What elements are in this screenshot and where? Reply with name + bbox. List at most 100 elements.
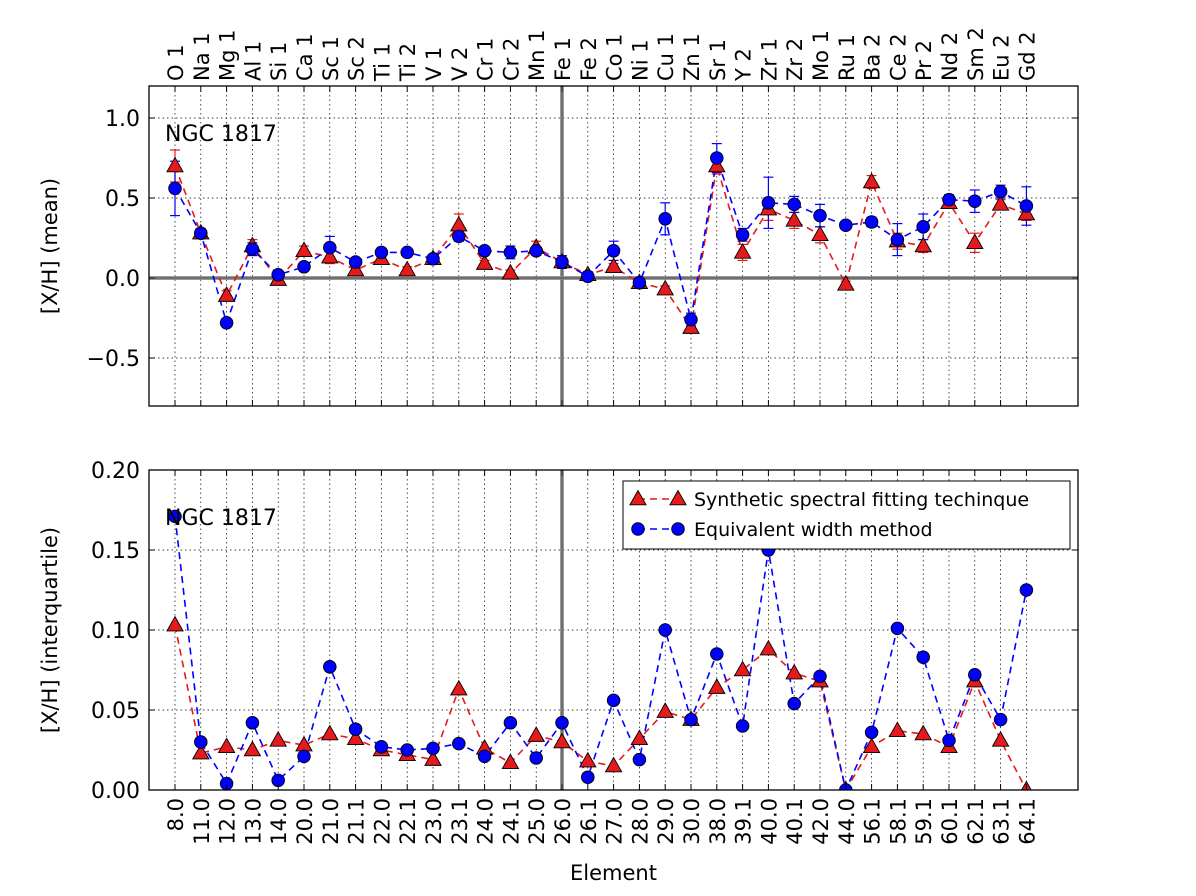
data-point-circle bbox=[632, 752, 647, 767]
data-point-triangle bbox=[759, 639, 778, 656]
cluster-annotation: NGC 1817 bbox=[165, 506, 277, 531]
data-point-circle bbox=[864, 725, 879, 740]
data-point-triangle bbox=[449, 679, 468, 696]
y-tick-label: 0.0 bbox=[105, 267, 140, 292]
x-tick-label: 22.0 bbox=[370, 798, 394, 845]
data-point-circle bbox=[452, 736, 466, 751]
x-tick-label: 20.0 bbox=[293, 798, 317, 845]
data-point-circle bbox=[968, 194, 982, 208]
top-element-label: Sc 2 bbox=[345, 36, 369, 81]
x-tick-label: 23.0 bbox=[422, 798, 446, 845]
data-point-circle bbox=[297, 260, 311, 274]
data-point-circle bbox=[993, 184, 1008, 199]
data-point-circle bbox=[735, 228, 750, 242]
data-point-triangle bbox=[604, 756, 623, 773]
x-tick-label: 56.1 bbox=[861, 798, 885, 845]
x-tick-label: 29.0 bbox=[654, 798, 678, 845]
data-point-circle bbox=[555, 255, 569, 269]
data-point-triangle bbox=[269, 730, 288, 747]
data-point-circle bbox=[787, 197, 801, 212]
data-point-circle bbox=[916, 220, 930, 234]
data-point-triangle bbox=[836, 274, 855, 291]
data-point-circle bbox=[477, 749, 492, 764]
data-point-triangle bbox=[785, 663, 804, 680]
top-element-label: Ba 2 bbox=[861, 34, 885, 81]
data-point-circle bbox=[890, 621, 905, 636]
data-point-triangle bbox=[217, 286, 236, 302]
legend-marker-circle bbox=[631, 522, 645, 536]
x-tick-label: 23.1 bbox=[448, 798, 472, 845]
x-tick-label: 22.1 bbox=[396, 798, 420, 845]
top-element-label: Gd 2 bbox=[1015, 31, 1039, 81]
data-point-triangle bbox=[578, 751, 597, 768]
data-point-triangle bbox=[914, 724, 933, 741]
y-axis-label: [X/H] (mean) bbox=[38, 178, 62, 314]
data-point-triangle bbox=[424, 750, 442, 766]
data-point-circle bbox=[735, 719, 750, 733]
data-point-triangle bbox=[914, 236, 933, 253]
legend: Synthetic spectral fitting techinque Equi… bbox=[622, 480, 1071, 550]
data-point-circle bbox=[194, 226, 208, 240]
y-tick-label: 0.10 bbox=[91, 619, 140, 644]
x-tick-label: 30.0 bbox=[680, 798, 704, 845]
data-point-triangle bbox=[604, 257, 623, 274]
x-tick-label: 26.0 bbox=[551, 798, 575, 845]
data-point-circle bbox=[942, 192, 956, 207]
data-point-triangle bbox=[888, 721, 907, 738]
data-point-triangle bbox=[527, 726, 546, 742]
data-point-triangle bbox=[991, 194, 1010, 211]
data-point-circle bbox=[864, 215, 879, 229]
data-point-circle bbox=[426, 252, 440, 266]
x-tick-label: 44.0 bbox=[835, 798, 859, 845]
data-point-circle bbox=[710, 647, 724, 661]
data-point-circle bbox=[168, 509, 182, 524]
data-point-circle bbox=[839, 218, 853, 232]
top-element-label: Pr 2 bbox=[912, 40, 936, 81]
data-point-circle bbox=[1019, 583, 1034, 597]
top-element-label: Sc 1 bbox=[319, 36, 343, 81]
top-element-label: Cr 1 bbox=[474, 38, 498, 81]
data-point-triangle bbox=[501, 263, 520, 280]
data-point-circle bbox=[890, 232, 905, 247]
data-point-circle bbox=[374, 245, 389, 260]
series-line-synthetic bbox=[174, 625, 1028, 790]
data-point-circle bbox=[529, 751, 543, 765]
top-element-label: Mo 1 bbox=[809, 30, 833, 81]
x-tick-label: 38.0 bbox=[706, 798, 730, 845]
data-point-triangle bbox=[656, 702, 675, 718]
top-element-label: Cr 2 bbox=[499, 38, 523, 81]
top-element-label: Sr 1 bbox=[706, 39, 730, 81]
x-tick-label: 60.1 bbox=[938, 798, 962, 845]
data-point-circle bbox=[477, 244, 492, 258]
data-point-triangle bbox=[991, 730, 1010, 747]
top-element-label: Mg 1 bbox=[216, 30, 240, 82]
data-point-triangle bbox=[733, 660, 752, 677]
top-element-label: Ca 1 bbox=[293, 33, 317, 81]
y-tick-label: 0.15 bbox=[91, 539, 140, 564]
data-point-circle bbox=[916, 650, 930, 664]
data-point-circle bbox=[581, 269, 595, 284]
data-point-triangle bbox=[166, 615, 184, 632]
legend-label: Synthetic spectral fitting techinque bbox=[694, 489, 1029, 511]
top-element-label: Ce 2 bbox=[886, 33, 910, 81]
data-point-circle bbox=[993, 712, 1008, 727]
data-point-circle bbox=[297, 749, 311, 764]
data-point-triangle bbox=[785, 210, 804, 227]
panel-interquartile: 0.00 0.05 0.10 0.15 0.20 [X/H] (interquartile… bbox=[38, 459, 1079, 885]
data-point-circle bbox=[452, 229, 466, 244]
legend-box bbox=[622, 480, 1071, 550]
x-tick-label: 26.1 bbox=[577, 798, 601, 845]
data-point-circle bbox=[1019, 199, 1034, 213]
top-element-label: Fe 1 bbox=[551, 37, 575, 81]
data-point-circle bbox=[787, 696, 801, 711]
x-tick-label: 27.0 bbox=[603, 798, 627, 845]
y-tick-label: 0.20 bbox=[91, 459, 140, 484]
data-point-triangle bbox=[501, 753, 520, 770]
data-point-circle bbox=[245, 716, 260, 730]
top-element-label: Eu 2 bbox=[990, 34, 1014, 81]
data-point-triangle bbox=[630, 729, 649, 746]
data-point-circle bbox=[219, 316, 234, 330]
top-element-label: Ru 1 bbox=[835, 34, 859, 81]
data-point-circle bbox=[245, 242, 260, 256]
x-axis-label: Element bbox=[570, 861, 657, 885]
